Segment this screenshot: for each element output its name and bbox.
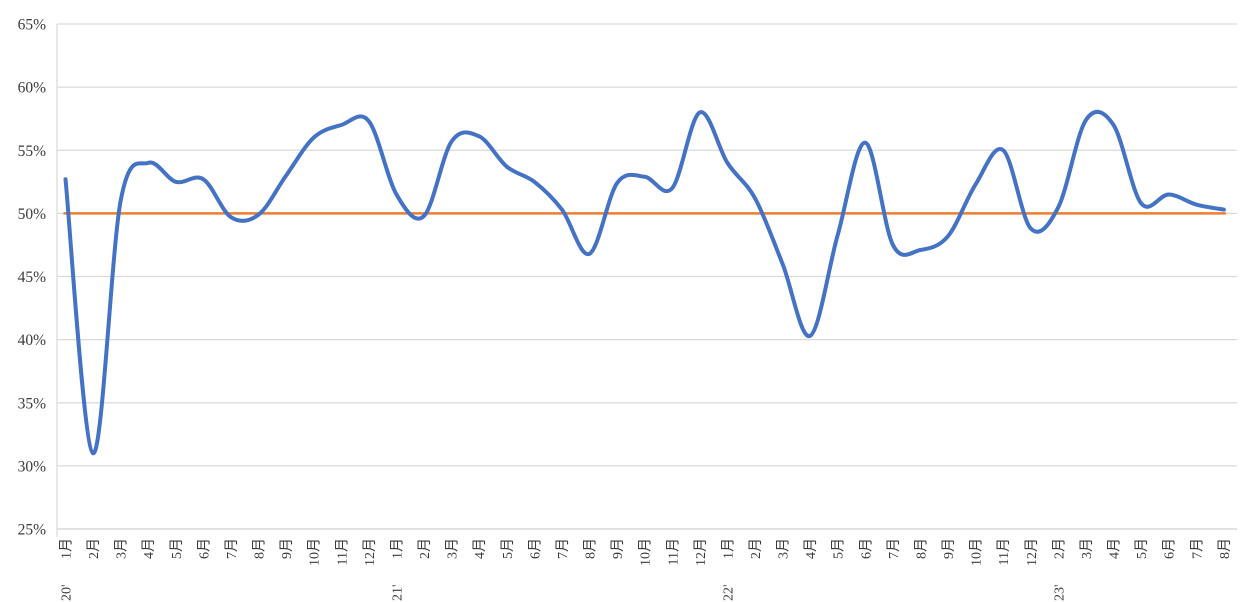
x-tick-label: 4月	[803, 538, 819, 559]
x-tick-label: 10月	[307, 538, 323, 566]
x-tick-label: 2月	[86, 538, 102, 559]
year-label: 21'	[390, 584, 405, 601]
x-tick-label: 10月	[969, 538, 985, 566]
x-tick-label: 6月	[527, 538, 543, 559]
x-tick-label: 3月	[445, 538, 461, 559]
x-tick-label: 12月	[1024, 538, 1040, 566]
x-tick-label: 11月	[996, 538, 1012, 565]
x-tick-label: 5月	[831, 538, 847, 559]
y-tick-label: 65%	[18, 17, 47, 34]
x-tick-label: 7月	[886, 538, 902, 559]
x-tick-label: 8月	[252, 538, 268, 559]
x-tick-label: 6月	[196, 538, 212, 559]
x-tick-label: 1月	[389, 538, 405, 559]
x-tick-label: 4月	[472, 538, 488, 559]
year-label: 23'	[1052, 584, 1067, 601]
x-tick-label: 1月	[720, 538, 736, 559]
x-tick-label: 8月	[1217, 538, 1233, 559]
x-tick-label: 7月	[224, 538, 240, 559]
x-tick-label: 5月	[500, 538, 516, 559]
x-tick-label: 5月	[169, 538, 185, 559]
y-tick-label: 35%	[18, 395, 47, 412]
x-tick-label: 11月	[665, 538, 681, 565]
y-tick-label: 40%	[18, 332, 47, 349]
x-tick-label: 2月	[748, 538, 764, 559]
x-tick-label: 4月	[141, 538, 157, 559]
x-tick-label: 5月	[1134, 538, 1150, 559]
data-series-line	[63, 109, 1226, 456]
x-tick-label: 12月	[362, 538, 378, 566]
x-tick-label: 10月	[638, 538, 654, 566]
x-tick-label: 2月	[1051, 538, 1067, 559]
x-tick-label: 8月	[913, 538, 929, 559]
x-tick-label: 3月	[114, 538, 130, 559]
x-tick-label: 11月	[334, 538, 350, 565]
y-tick-label: 55%	[18, 143, 47, 160]
x-tick-label: 6月	[1162, 538, 1178, 559]
x-tick-label: 9月	[941, 538, 957, 559]
y-tick-label: 25%	[18, 522, 47, 539]
year-label: 20'	[60, 584, 75, 601]
x-tick-label: 6月	[858, 538, 874, 559]
x-tick-label: 2月	[417, 538, 433, 559]
y-tick-label: 30%	[18, 458, 47, 475]
x-tick-label: 9月	[279, 538, 295, 559]
y-tick-label: 45%	[18, 269, 47, 286]
x-tick-label: 3月	[776, 538, 792, 559]
x-tick-label: 7月	[555, 538, 571, 559]
x-tick-label: 1月	[59, 538, 75, 559]
x-tick-label: 9月	[610, 538, 626, 559]
x-tick-label: 8月	[583, 538, 599, 559]
y-tick-label: 50%	[18, 206, 47, 223]
x-tick-label: 12月	[693, 538, 709, 566]
x-tick-label: 3月	[1079, 538, 1095, 559]
x-tick-label: 4月	[1107, 538, 1123, 559]
year-label: 22'	[721, 584, 736, 601]
x-tick-label: 7月	[1189, 538, 1205, 559]
y-tick-label: 60%	[18, 80, 47, 97]
